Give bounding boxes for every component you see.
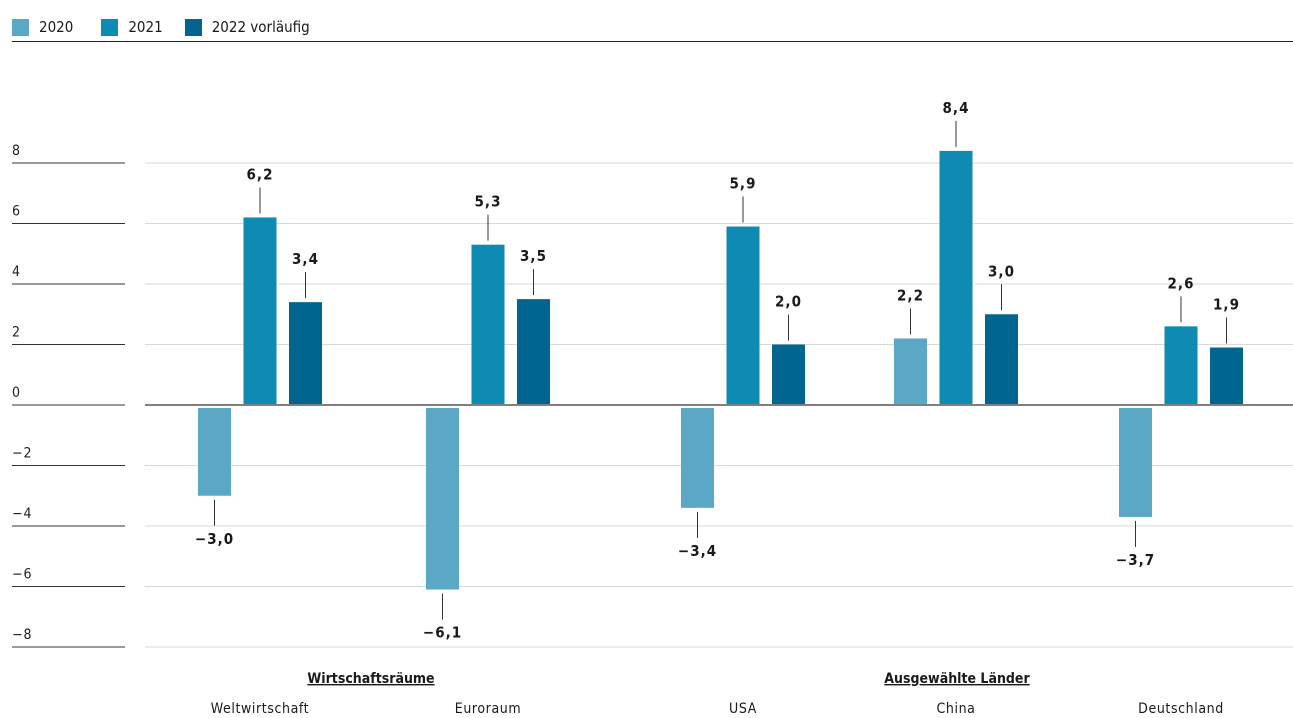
y-tick-label: −2: [12, 446, 33, 462]
legend-swatch-2022: [184, 18, 202, 36]
category-label: China: [937, 701, 976, 717]
legend-label-2021: 2021: [128, 18, 163, 36]
data-label: 8,4: [943, 99, 970, 117]
y-tick-label: 4: [12, 264, 21, 280]
bar: [517, 299, 550, 404]
y-tick-label: 2: [12, 325, 21, 341]
data-label: 2,6: [1168, 274, 1195, 292]
y-tick-label: 0: [12, 385, 21, 401]
bar: [894, 338, 927, 404]
legend-item-2021: 2021: [101, 18, 163, 36]
data-label: 2,0: [775, 293, 802, 311]
group-label: Ausgewählte Länder: [884, 671, 1030, 687]
y-tick-label: 6: [12, 204, 21, 220]
legend-swatch-2020: [12, 18, 29, 36]
legend-item-2020: 2020: [12, 18, 73, 36]
data-label: 2,2: [897, 286, 924, 304]
data-label: −3,0: [195, 530, 234, 548]
category-label: Weltwirtschaft: [211, 701, 309, 717]
data-label: 5,3: [475, 193, 502, 211]
data-label: −3,4: [678, 542, 717, 560]
bar: [681, 408, 714, 508]
data-label: −6,1: [423, 624, 462, 642]
group-label: Wirtschaftsräume: [307, 671, 434, 687]
y-tick-label: −4: [12, 506, 33, 522]
category-label: Deutschland: [1138, 701, 1224, 717]
data-label: 3,0: [988, 262, 1015, 280]
bar: [198, 408, 231, 496]
bar: [471, 244, 505, 404]
legend-label-2022: 2022 vorläufig: [211, 18, 310, 36]
y-tick-label: −8: [12, 627, 33, 643]
data-label: 3,4: [292, 250, 319, 268]
bar: [426, 408, 459, 590]
data-label: 1,9: [1213, 296, 1240, 314]
bar: [772, 344, 805, 404]
legend: 2020 2021 2022 vorläufig: [12, 14, 332, 40]
data-label: 6,2: [247, 165, 274, 183]
category-label: USA: [729, 701, 757, 717]
bar: [1210, 347, 1243, 404]
y-tick-label: 8: [12, 143, 21, 159]
data-label: 3,5: [520, 247, 547, 265]
bar: [939, 150, 973, 404]
category-label: Euroraum: [455, 701, 521, 717]
data-label: −3,7: [1116, 551, 1155, 569]
bar: [726, 226, 760, 404]
legend-item-2022: 2022 vorläufig: [184, 18, 310, 36]
data-label: 5,9: [730, 175, 757, 193]
bar: [289, 302, 322, 404]
bar: [1164, 326, 1198, 404]
bar: [243, 217, 277, 404]
legend-divider: [12, 41, 1293, 42]
bar: [985, 314, 1018, 404]
y-tick-label: −6: [12, 567, 33, 583]
bar: [1119, 408, 1152, 517]
legend-label-2020: 2020: [39, 18, 74, 36]
legend-swatch-2021: [101, 18, 119, 36]
